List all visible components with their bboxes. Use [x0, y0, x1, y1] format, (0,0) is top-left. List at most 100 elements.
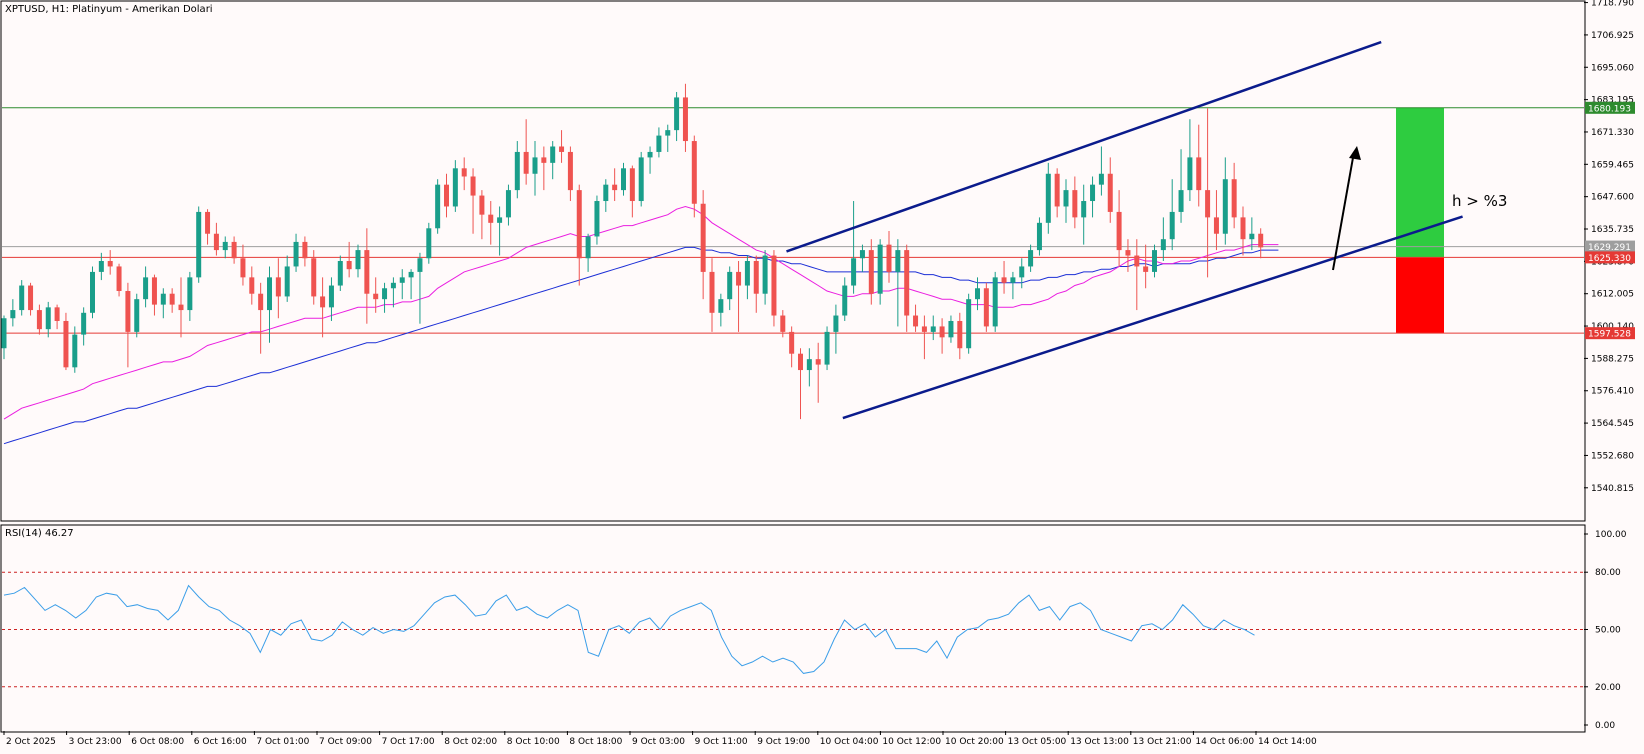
candle-body: [98, 261, 104, 272]
price-label: 1629.291: [1588, 243, 1631, 253]
main-pane: h > %3: [1, 40, 1584, 445]
candle-body: [125, 290, 131, 332]
target-zone: [1396, 107, 1444, 258]
candle-body: [284, 266, 290, 297]
candle-body: [1187, 157, 1193, 191]
candle-body: [603, 184, 609, 202]
candle-body: [205, 211, 211, 234]
candle-body: [868, 250, 874, 294]
rsi-y-tick-label: 50.00: [1595, 626, 1621, 636]
candle-body: [559, 146, 565, 152]
candle-body: [1205, 190, 1211, 218]
candle-body: [479, 195, 485, 215]
x-tick-label: 6 Oct 16:00: [194, 737, 247, 747]
price-label: 1680.193: [1588, 104, 1631, 114]
rsi-title: RSI(14) 46.27: [5, 528, 74, 539]
candle-body: [10, 310, 16, 319]
candle-body: [267, 277, 272, 311]
candle-body: [90, 271, 95, 313]
axes: 1718.790 1706.925 1695.060 1683.195 1671.330…: [3, 0, 1635, 747]
y-tick-label: 1659.465: [1591, 160, 1634, 170]
x-tick-label: 7 Oct 01:00: [256, 737, 309, 747]
candle-body: [851, 258, 857, 286]
candle-body: [382, 288, 388, 300]
y-tick-label: 1540.815: [1591, 484, 1634, 494]
candle-body: [470, 176, 476, 196]
annotation-label: h > %3: [1452, 192, 1507, 210]
candle-body: [842, 285, 848, 316]
candle-body: [1222, 179, 1228, 234]
candle-body: [736, 271, 742, 286]
candle-body: [612, 184, 618, 191]
x-tick-label: 14 Oct 14:00: [1258, 737, 1317, 747]
candle-body: [505, 190, 511, 218]
candle-body: [1019, 266, 1025, 278]
candle-body: [780, 315, 786, 332]
candle-body: [81, 312, 87, 335]
candle-body: [417, 258, 423, 272]
candle-body: [1098, 173, 1104, 185]
y-tick-label: 1552.680: [1591, 451, 1634, 461]
x-tick-label: 13 Oct 05:00: [1008, 737, 1067, 747]
candle-body: [1028, 250, 1034, 267]
candle-body: [1258, 233, 1264, 248]
price-label-box: [1585, 327, 1635, 340]
candle-body: [514, 151, 520, 191]
candle-body: [948, 320, 954, 338]
candle-body: [833, 315, 839, 332]
candle-body: [594, 201, 600, 237]
candle-body: [328, 285, 334, 308]
ma-slow-line: [3, 246, 1279, 445]
x-tick-label: 9 Oct 19:00: [757, 737, 810, 747]
x-tick-label: 7 Oct 09:00: [319, 737, 372, 747]
candle-body: [143, 277, 149, 300]
candle-body: [966, 299, 972, 349]
breakout-arrow-icon: [1349, 146, 1361, 160]
candle-body: [444, 184, 449, 207]
ma-fast-line: [3, 205, 1279, 420]
x-tick-label: 13 Oct 21:00: [1133, 737, 1192, 747]
rsi-line: [3, 584, 1255, 674]
candle-body: [426, 228, 432, 259]
candle-body: [541, 157, 547, 163]
candle-body: [36, 310, 42, 330]
candle-body: [1169, 211, 1175, 240]
candle-body: [293, 241, 299, 267]
candle-body: [1143, 266, 1149, 272]
candle-body: [762, 255, 768, 294]
candle-body: [1231, 179, 1237, 218]
candle-body: [789, 331, 795, 354]
rsi-y-tick-label: 0.00: [1595, 721, 1615, 731]
candle-body: [320, 296, 326, 308]
candle-body: [461, 168, 467, 177]
candle-body: [399, 277, 405, 283]
candle-body: [877, 244, 883, 294]
rsi-pane: [2, 571, 1584, 688]
candle-body: [744, 261, 750, 286]
x-tick-label: 8 Oct 02:00: [444, 737, 497, 747]
candle-body: [19, 285, 25, 311]
candle-body: [691, 141, 697, 204]
candle-body: [753, 261, 759, 294]
candle-body: [930, 326, 936, 332]
x-tick-label: 10 Oct 12:00: [882, 737, 941, 747]
stop-zone: [1396, 257, 1444, 334]
candle-body: [523, 151, 529, 174]
price-label: 1625.330: [1588, 254, 1631, 264]
price-label-box: [1585, 240, 1635, 253]
candle-body: [1178, 190, 1184, 212]
candle-body: [913, 315, 919, 327]
candle-body: [682, 97, 688, 142]
candle-body: [904, 250, 910, 316]
candle-body: [435, 184, 441, 229]
candle-body: [311, 258, 317, 297]
x-tick-label: 14 Oct 06:00: [1195, 737, 1254, 747]
x-tick-label: 10 Oct 04:00: [820, 737, 879, 747]
price-label: 1597.528: [1588, 330, 1631, 340]
y-tick-label: 1671.330: [1591, 128, 1634, 138]
candle-body: [886, 244, 892, 272]
candle-body: [771, 255, 777, 316]
x-tick-label: 7 Oct 17:00: [382, 737, 435, 747]
